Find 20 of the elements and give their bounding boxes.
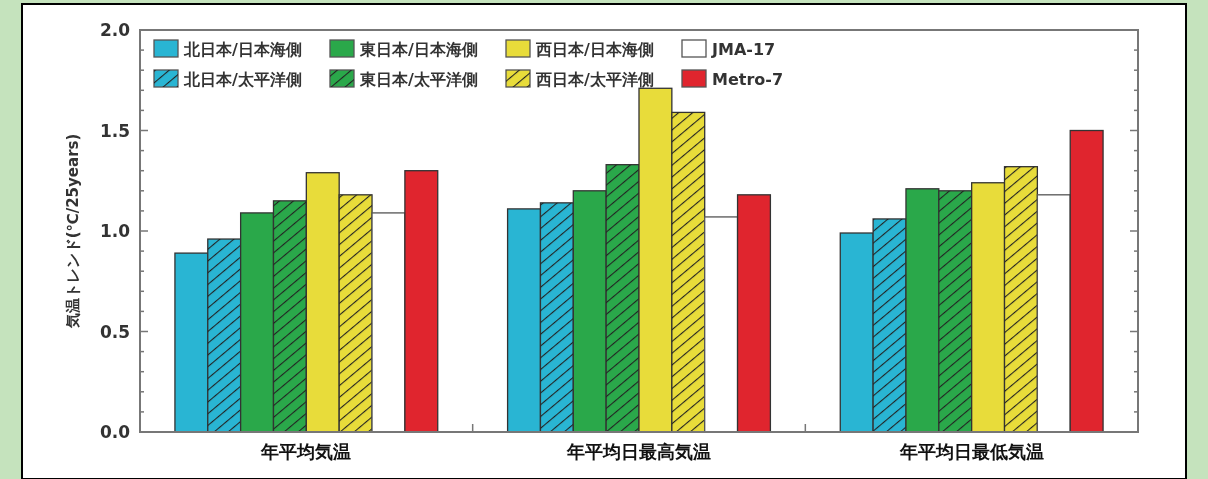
legend-label: 北日本/太平洋側 — [183, 70, 302, 89]
bar — [736, 194, 772, 433]
legend-label: 東日本/日本海側 — [359, 40, 478, 59]
y-axis-title: 気温トレンド(℃/25years) — [64, 133, 82, 330]
bar — [404, 170, 439, 433]
bar — [1069, 129, 1104, 433]
legend-label: 西日本/太平洋側 — [535, 70, 654, 89]
x-tick-label: 年平均気温 — [260, 441, 352, 462]
legend-label: 東日本/太平洋側 — [359, 70, 478, 89]
y-tick-label: 2.0 — [99, 20, 131, 40]
legend-label: 北日本/日本海側 — [183, 40, 302, 59]
y-tick-label: 1.0 — [99, 221, 131, 241]
legend-label: 西日本/日本海側 — [535, 40, 654, 59]
y-tick-label: 0.5 — [99, 321, 130, 342]
y-tick-label: 1.5 — [99, 120, 130, 141]
x-tick-label: 年平均日最高気温 — [566, 441, 711, 462]
x-tick-label: 年平均日最低気温 — [898, 441, 1044, 462]
legend-label: Metro-7 — [712, 70, 784, 89]
y-tick-label: 0.0 — [99, 422, 131, 442]
legend-label: JMA-17 — [711, 40, 776, 59]
